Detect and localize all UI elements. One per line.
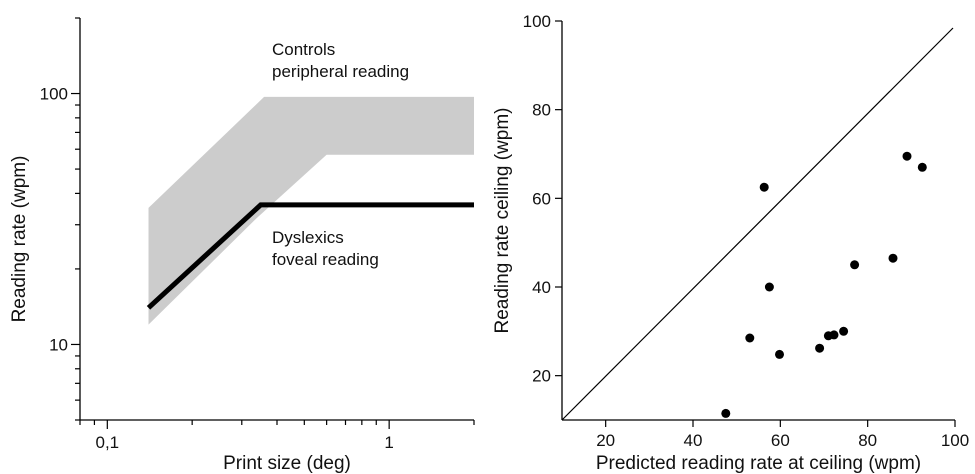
scatter-point [917, 162, 927, 172]
left-x-tick-label: 0,1 [95, 433, 119, 452]
right-x-tick-label: 80 [858, 431, 877, 450]
left-x-tick-label: 1 [384, 433, 393, 452]
scatter-point [759, 182, 769, 192]
left-y-tick-label: 100 [40, 85, 68, 104]
left-y-axis-label: Reading rate (wpm) [9, 156, 30, 323]
right-y-tick-label: 40 [532, 278, 551, 297]
left-y-tick-label: 10 [49, 335, 68, 354]
left-x-axis-label: Print size (deg) [223, 453, 351, 474]
right-x-axis-label: Predicted reading rate at ceiling (wpm) [596, 453, 921, 474]
right-y-tick-label: 100 [523, 12, 551, 31]
right-y-axis-label: Reading rate ceiling (wpm) [492, 108, 513, 334]
controls-range-band [148, 96, 474, 325]
right-y-tick-label: 60 [532, 189, 551, 208]
annotation-line: Dyslexics [272, 228, 344, 247]
scatter-point [888, 253, 898, 263]
right-x-tick-label: 20 [596, 431, 615, 450]
scatter-point [902, 151, 912, 161]
right-x-tick-label: 40 [684, 431, 703, 450]
right-chart-ceiling-scatter: 20 40 60 80 100 20 40 60 80 100 Predicted reading … [492, 12, 969, 474]
scatter-point [745, 333, 755, 343]
right-x-tick-label: 60 [771, 431, 790, 450]
scatter-point [850, 260, 860, 270]
scatter-point [839, 326, 849, 336]
scatter-point [829, 330, 839, 340]
scatter-point [764, 282, 774, 292]
annotation-line: Controls [272, 40, 335, 59]
scatter-point [775, 349, 784, 359]
annotation-line: peripheral reading [272, 62, 409, 81]
scatter-point [721, 408, 731, 418]
left-chart-reading-rate-vs-print-size: 10 100 0,1 1 Print size (deg) Reading rate (w… [9, 17, 475, 474]
identity-line [561, 27, 954, 421]
right-x-tick-label: 100 [941, 431, 969, 450]
annotation-line: foveal reading [272, 250, 379, 269]
right-y-tick-label: 20 [532, 367, 551, 386]
dyslexics-line [146, 202, 474, 310]
scatter-point [815, 343, 825, 353]
right-y-tick-label: 80 [532, 101, 551, 120]
